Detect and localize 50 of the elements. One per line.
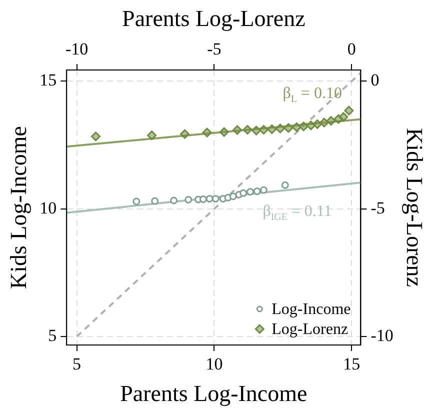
point	[199, 195, 207, 203]
legend-label: Log-Lorenz	[272, 321, 348, 338]
point	[202, 128, 212, 138]
point	[252, 126, 262, 136]
y2-tick-label: -5	[370, 198, 385, 218]
x-axis-title: Parents Log-Income	[120, 381, 308, 406]
point	[281, 181, 289, 189]
point	[326, 116, 336, 126]
point	[246, 188, 254, 196]
y-tick-label: 10	[40, 198, 57, 218]
x-tick-label: 10	[206, 354, 223, 374]
point	[132, 198, 140, 206]
point	[267, 124, 277, 134]
x2-axis-title: Parents Log-Lorenz	[122, 6, 306, 31]
point	[147, 130, 157, 140]
point	[206, 194, 214, 202]
point	[298, 122, 308, 132]
point	[151, 197, 159, 205]
point	[275, 124, 285, 134]
point	[212, 194, 220, 202]
point	[242, 125, 252, 134]
point	[258, 125, 268, 134]
x2-tick-label: -5	[207, 39, 222, 58]
point	[219, 127, 229, 137]
legend-label: Log-Income	[272, 301, 351, 318]
point	[253, 188, 261, 196]
y-tick-label: 15	[40, 70, 57, 90]
y2-axis-title: Kids Log-Lorenz	[402, 128, 428, 288]
point	[184, 196, 192, 204]
point	[240, 189, 248, 197]
point	[312, 119, 322, 129]
x2-tick-label: 0	[347, 39, 356, 58]
point	[232, 125, 242, 135]
y2-tick-label: 0	[370, 70, 380, 90]
point	[170, 196, 178, 204]
point	[344, 106, 354, 116]
point	[229, 192, 237, 200]
x-tick-label: 5	[72, 354, 82, 374]
x-tick-label: 15	[343, 354, 360, 374]
point	[284, 123, 294, 133]
x2-tick-label: -10	[65, 39, 88, 58]
y-tick-label: 5	[48, 326, 57, 346]
y2-tick-label: -10	[370, 326, 394, 346]
y-axis-title: Kids Log-Income	[6, 126, 31, 289]
point	[338, 112, 348, 122]
point	[90, 132, 100, 142]
point	[180, 129, 190, 139]
point	[260, 186, 268, 194]
point	[292, 122, 302, 132]
point	[319, 118, 329, 128]
